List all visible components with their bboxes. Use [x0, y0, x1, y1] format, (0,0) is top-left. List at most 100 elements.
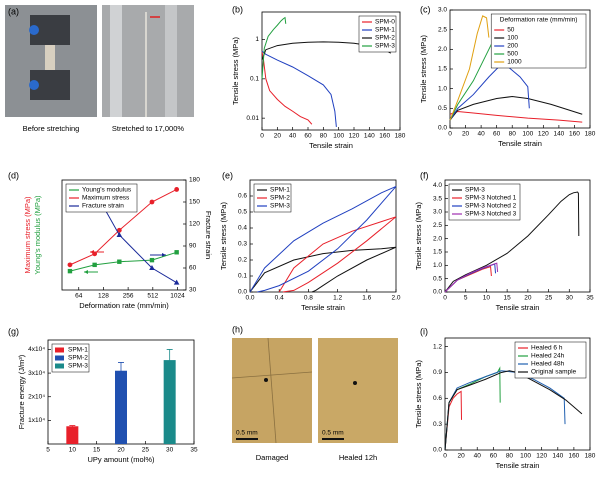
x-tick-label: 1.2 — [333, 295, 342, 302]
panel-label: (d) — [8, 170, 19, 180]
x-tick-label: 140 — [553, 131, 564, 138]
legend-label: Young's modulus — [82, 187, 132, 194]
marker — [116, 232, 123, 237]
marker — [149, 265, 155, 270]
y-axis-label: Tensile stress (MPa) — [231, 37, 240, 105]
legend-swatch — [55, 363, 64, 369]
x-axis-label: Tensile strain — [309, 141, 353, 150]
series-line — [278, 216, 397, 293]
x-tick-label: 40 — [289, 133, 297, 140]
crack — [267, 337, 277, 444]
x-tick-label: 25 — [545, 295, 553, 302]
y-tick-label: 1.5 — [438, 66, 447, 73]
x-tick-label: 0 — [443, 453, 447, 460]
y-tick-label: 1 — [255, 36, 259, 43]
series-line — [444, 370, 566, 451]
x-tick-label: 20 — [462, 131, 470, 138]
series-line — [261, 50, 337, 127]
x-tick-label: 128 — [98, 293, 109, 300]
marker — [149, 257, 155, 263]
series-line — [444, 370, 583, 451]
y2-tick-label: 120 — [189, 221, 200, 228]
bar — [115, 370, 127, 444]
panel-label: (b) — [232, 4, 243, 14]
frame-bar — [165, 5, 177, 117]
error-bar — [166, 349, 173, 372]
x-tick-label: 180 — [395, 133, 406, 140]
x-tick-label: 80 — [506, 453, 514, 460]
legend-label: SPM-1 — [270, 187, 290, 194]
x-tick-label: 40 — [474, 453, 482, 460]
x-tick-label: 120 — [536, 453, 547, 460]
y-tick-label: 0.5 — [238, 209, 247, 216]
y-tick-label: 2.5 — [438, 26, 447, 33]
x-tick-label: 100 — [333, 133, 344, 140]
legend-label: SPM-3 — [270, 203, 290, 210]
y-axis-label: Tensile stress (MPa) — [419, 35, 428, 103]
y-tick-label: 2.0 — [433, 235, 442, 242]
x-tick-label: 10 — [69, 447, 77, 454]
marker — [92, 262, 97, 268]
y-tick-label: 0.3 — [238, 241, 247, 248]
x-tick-label: 0.4 — [275, 295, 284, 302]
y-tick-label: 1.0 — [433, 262, 442, 269]
photo-healed — [318, 338, 398, 443]
x-tick-label: 20 — [274, 133, 282, 140]
y-tick-label: 3.0 — [438, 7, 447, 14]
caption: Stretched to 17,000% — [112, 124, 184, 133]
scale-text: 0.5 mm — [236, 430, 258, 437]
legend-label: Maximum stress — [82, 195, 130, 202]
knob — [29, 25, 39, 35]
x-tick-label: 512 — [147, 293, 158, 300]
y-tick-label: 2.5 — [433, 222, 442, 229]
legend-label: SPM-3 — [375, 43, 395, 50]
series-line — [444, 262, 499, 293]
legend-label: Healed 48h — [531, 361, 565, 368]
y-tick-label: 3.0 — [433, 209, 442, 216]
x-tick-label: 5 — [464, 295, 468, 302]
x-tick-label: 64 — [75, 293, 83, 300]
scale-bar — [322, 438, 344, 440]
x-tick-label: 60 — [493, 131, 501, 138]
legend-label: SPM-1 — [375, 27, 395, 34]
legend-label: SPM-3 — [465, 187, 485, 194]
panel-label: (h) — [232, 324, 243, 334]
y-tick-label: 3.5 — [433, 195, 442, 202]
dot — [264, 378, 268, 382]
legend-label: 200 — [507, 43, 518, 50]
y-tick-label: 4x10⁴ — [28, 346, 45, 353]
error-bar — [118, 362, 124, 380]
y-tick-label: 0.0 — [238, 289, 247, 296]
y2-tick-label: 90 — [189, 243, 197, 250]
marker — [67, 262, 73, 268]
y2-axis-label: Fracture strain — [204, 211, 213, 259]
x-tick-label: 25 — [142, 447, 150, 454]
x-tick-label: 40 — [477, 131, 485, 138]
x-tick-label: 0 — [448, 131, 452, 138]
legend-label: SPM-3 Notched 1 — [465, 195, 517, 202]
legend-label: SPM-0 — [375, 19, 395, 26]
x-axis-label: Tensile strain — [496, 461, 540, 470]
y-tick-label: 0.3 — [433, 421, 442, 428]
legend-label: Original sample — [531, 369, 577, 376]
x-tick-label: 35 — [190, 447, 198, 454]
y-tick-label: 2.0 — [438, 46, 447, 53]
marker — [117, 259, 122, 264]
legend-label: Fracture strain — [82, 203, 124, 210]
scale-text: 0.5 mm — [322, 430, 344, 437]
x-tick-label: 35 — [586, 295, 594, 302]
legend-swatch — [55, 355, 64, 361]
legend-label: 1000 — [507, 59, 522, 66]
x-tick-label: 160 — [379, 133, 390, 140]
plot-frame — [444, 179, 591, 293]
x-axis-label: UPy amount (mol%) — [87, 455, 155, 464]
x-tick-label: 140 — [552, 453, 563, 460]
x-axis-label: Tensile strain — [498, 139, 542, 148]
photo-h: 0.5 mm 0.5 mm (h) Damaged Healed 12h — [231, 324, 398, 462]
plot-frame — [61, 179, 187, 291]
series-line — [249, 185, 397, 293]
x-tick-label: 140 — [364, 133, 375, 140]
x-tick-label: 180 — [585, 131, 596, 138]
y-tick-label: 4.0 — [433, 182, 442, 189]
panel-label: (a) — [8, 6, 19, 16]
